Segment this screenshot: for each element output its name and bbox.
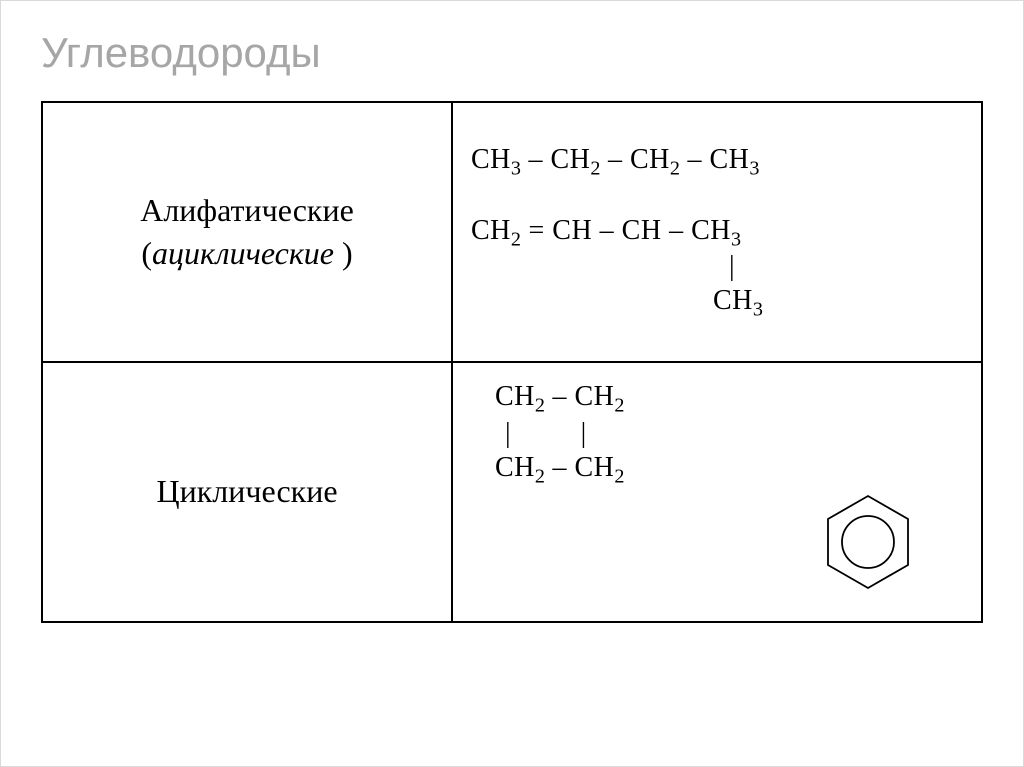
cell-cyclic-formulas: CH2 – CH2 | | CH2 – CH2 — [452, 362, 982, 622]
cyclic-label: Циклические — [61, 470, 433, 513]
slide: Углеводороды Алифатические (ациклические… — [0, 0, 1024, 767]
cyclobutane-bot: CH2 – CH2 — [495, 448, 963, 491]
table-row: Алифатические (ациклические ) CH3 – CH2 … — [42, 102, 982, 362]
aliphatic-label-sub-wrap: (ациклические ) — [61, 232, 433, 275]
paren-close: ) — [334, 235, 353, 271]
cell-aliphatic-label: Алифатические (ациклические ) — [42, 102, 452, 362]
cyclobutane-top: CH2 – CH2 — [495, 377, 963, 420]
aliphatic-label-sub: ациклические — [152, 235, 334, 271]
page-title: Углеводороды — [41, 29, 983, 77]
formula-butane: CH3 – CH2 – CH2 – CH3 — [471, 140, 963, 183]
aliphatic-label-main: Алифатические — [61, 189, 433, 232]
classification-table: Алифатические (ациклические ) CH3 – CH2 … — [41, 101, 983, 623]
benzene-hexagon — [828, 496, 908, 588]
cell-cyclic-label: Циклические — [42, 362, 452, 622]
cell-aliphatic-formulas: CH3 – CH2 – CH2 – CH3 CH2 = CH – CH – CH… — [452, 102, 982, 362]
cyclobutane-bonds: | | — [495, 420, 963, 448]
paren-open: ( — [141, 235, 152, 271]
benzene-icon — [813, 487, 923, 597]
formula-methylbutene: CH2 = CH – CH – CH3 — [471, 211, 963, 254]
branch-bond: | — [471, 253, 963, 281]
table-row: Циклические CH2 – CH2 | | CH2 – CH2 — [42, 362, 982, 622]
benzene-circle — [842, 516, 894, 568]
branch-group: CH3 — [471, 281, 963, 324]
